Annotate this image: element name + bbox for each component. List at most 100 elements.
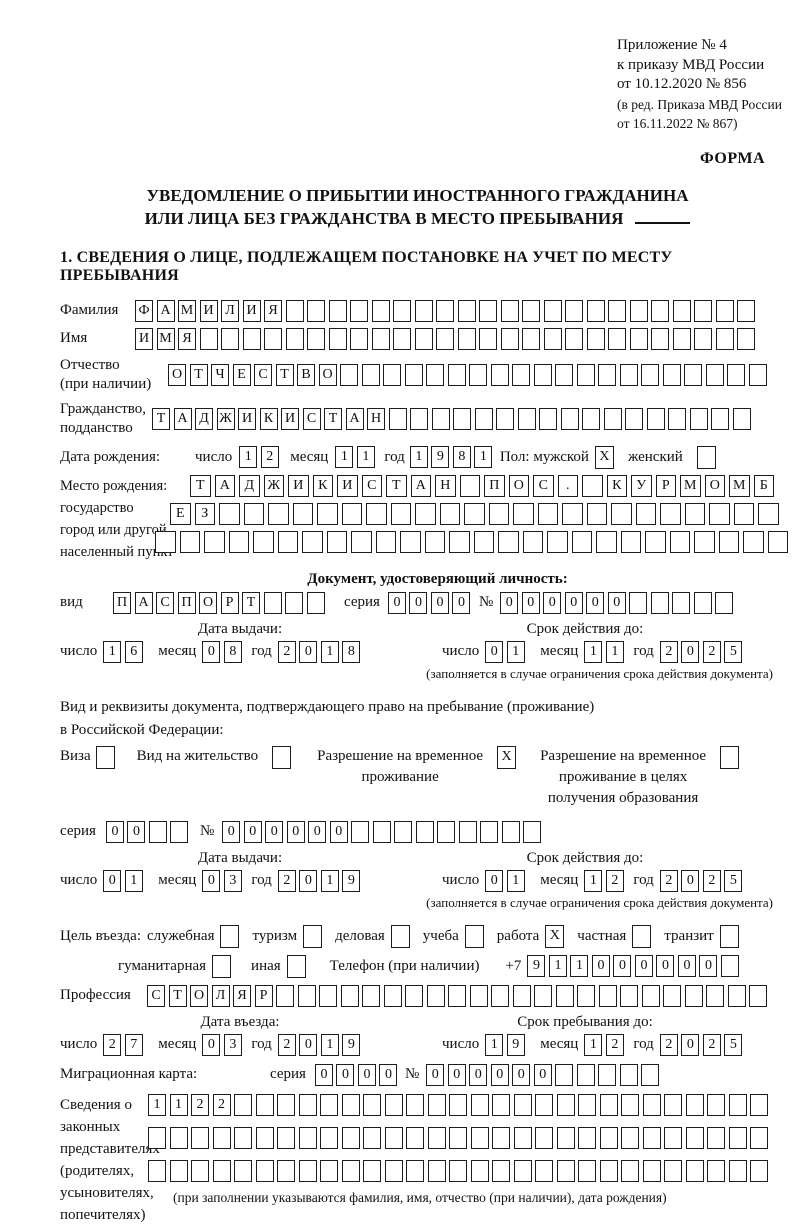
char-cell[interactable]: [179, 530, 200, 553]
char-cell[interactable]: 0: [677, 955, 696, 977]
char-cell[interactable]: [436, 299, 454, 322]
char-cell[interactable]: 0: [222, 820, 241, 843]
char-cell[interactable]: [488, 502, 509, 525]
char-cell[interactable]: [576, 363, 595, 386]
char-cell[interactable]: 9: [342, 1033, 361, 1056]
char-cell[interactable]: [328, 327, 347, 350]
char-cell[interactable]: 2: [605, 869, 624, 892]
char-cell[interactable]: [449, 1126, 467, 1149]
char-cell[interactable]: [555, 984, 574, 1007]
char-cell[interactable]: [500, 327, 519, 350]
char-cell[interactable]: [672, 591, 691, 614]
purpose-humanitarian-checkbox[interactable]: [212, 954, 232, 978]
representatives-boxes-2[interactable]: [148, 1126, 772, 1149]
char-cell[interactable]: С: [361, 474, 382, 497]
char-cell[interactable]: Н: [367, 407, 385, 430]
char-cell[interactable]: [556, 1126, 575, 1149]
char-cell[interactable]: [598, 1063, 617, 1086]
purpose-private-checkbox[interactable]: [632, 924, 652, 948]
char-cell[interactable]: 1: [124, 869, 143, 892]
char-cell[interactable]: С: [156, 591, 174, 614]
char-cell[interactable]: [556, 1093, 575, 1116]
char-cell[interactable]: 0: [299, 640, 318, 663]
char-cell[interactable]: [603, 407, 622, 430]
residence-permit-checkbox[interactable]: [272, 745, 292, 769]
char-cell[interactable]: 2: [277, 869, 296, 892]
char-cell[interactable]: Д: [195, 407, 213, 430]
char-cell[interactable]: [363, 1126, 381, 1149]
char-cell[interactable]: [264, 327, 282, 350]
char-cell[interactable]: [664, 1093, 682, 1116]
purpose-tourism-checkbox[interactable]: [303, 924, 323, 948]
char-cell[interactable]: [298, 1126, 317, 1149]
char-cell[interactable]: [204, 530, 225, 553]
char-cell[interactable]: [641, 1063, 660, 1086]
char-cell[interactable]: [341, 502, 362, 525]
char-cell[interactable]: [707, 1126, 725, 1149]
purpose-transit-checkbox[interactable]: [719, 924, 739, 948]
char-cell[interactable]: 9: [506, 1033, 525, 1056]
char-cell[interactable]: [715, 327, 734, 350]
char-cell[interactable]: [307, 299, 325, 322]
char-cell[interactable]: 0: [379, 1063, 398, 1086]
char-cell[interactable]: Т: [275, 363, 294, 386]
char-cell[interactable]: [431, 407, 450, 430]
char-cell[interactable]: М: [680, 474, 701, 497]
char-cell[interactable]: [578, 1093, 596, 1116]
char-cell[interactable]: 6: [124, 640, 143, 663]
char-cell[interactable]: 5: [724, 640, 743, 663]
char-cell[interactable]: С: [302, 407, 321, 430]
char-cell[interactable]: [474, 407, 493, 430]
char-cell[interactable]: [479, 327, 497, 350]
char-cell[interactable]: 1: [548, 955, 567, 977]
char-cell[interactable]: 1: [148, 1093, 166, 1116]
char-cell[interactable]: К: [259, 407, 278, 430]
char-cell[interactable]: [384, 1093, 403, 1116]
char-cell[interactable]: [400, 530, 421, 553]
char-cell[interactable]: [469, 363, 487, 386]
char-cell[interactable]: [608, 299, 626, 322]
char-cell[interactable]: С: [147, 984, 165, 1007]
char-cell[interactable]: И: [337, 474, 358, 497]
char-cell[interactable]: [255, 1126, 274, 1149]
char-cell[interactable]: [621, 1126, 639, 1149]
char-cell[interactable]: [424, 530, 445, 553]
char-cell[interactable]: [663, 984, 681, 1007]
char-cell[interactable]: А: [156, 299, 175, 322]
char-cell[interactable]: [473, 530, 494, 553]
char-cell[interactable]: П: [113, 591, 131, 614]
char-cell[interactable]: Я: [264, 299, 282, 322]
char-cell[interactable]: О: [168, 363, 186, 386]
char-cell[interactable]: 0: [426, 1063, 445, 1086]
char-cell[interactable]: [501, 820, 520, 843]
char-cell[interactable]: 0: [286, 820, 305, 843]
char-cell[interactable]: [490, 363, 509, 386]
char-cell[interactable]: [533, 363, 552, 386]
char-cell[interactable]: [523, 820, 542, 843]
char-cell[interactable]: [621, 1093, 639, 1116]
char-cell[interactable]: [543, 299, 562, 322]
char-cell[interactable]: [480, 820, 499, 843]
char-cell[interactable]: [285, 299, 304, 322]
char-cell[interactable]: [277, 1126, 295, 1149]
char-cell[interactable]: 0: [607, 591, 626, 614]
char-cell[interactable]: [620, 984, 638, 1007]
char-cell[interactable]: [748, 363, 767, 386]
char-cell[interactable]: [694, 530, 715, 553]
char-cell[interactable]: [599, 1126, 618, 1149]
char-cell[interactable]: [426, 363, 444, 386]
char-cell[interactable]: [297, 984, 316, 1007]
char-cell[interactable]: [705, 363, 724, 386]
